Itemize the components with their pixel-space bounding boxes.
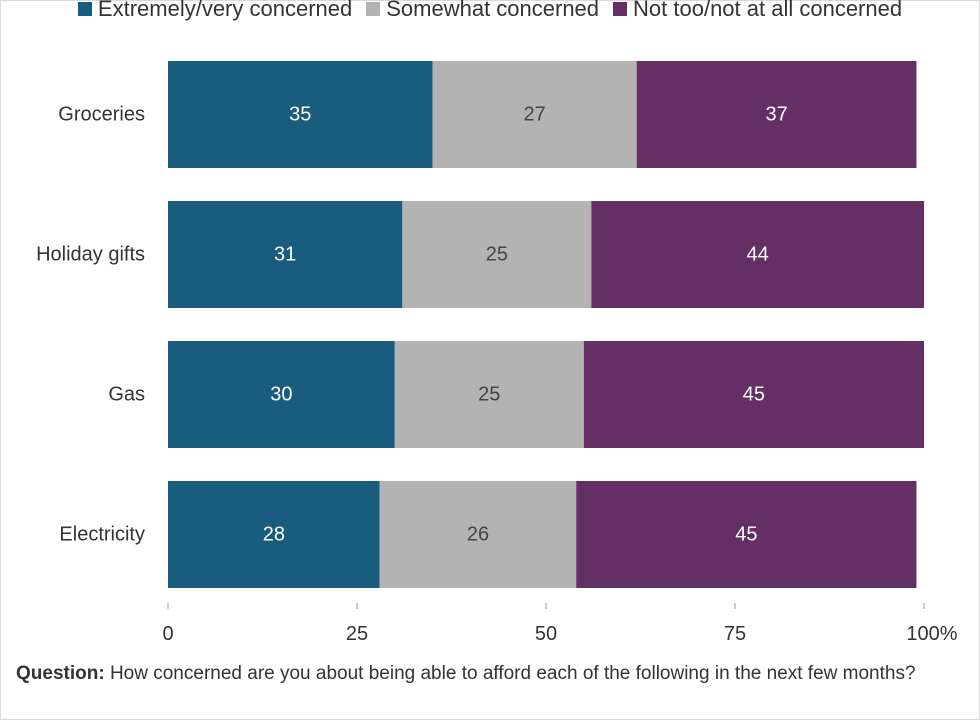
bar-gas-extremely-very-concerned: [168, 341, 395, 448]
x-tick-label: 25: [346, 623, 368, 645]
legend-swatch: [366, 2, 381, 16]
legend-swatch: [77, 2, 92, 16]
data-label: 44: [747, 244, 769, 266]
legend: Extremely/very concerned Somewhat concern…: [0, 0, 980, 24]
data-label: 30: [270, 384, 292, 406]
category-label-holiday-gifts: Holiday gifts: [36, 244, 145, 266]
category-label-groceries: Groceries: [58, 104, 145, 126]
legend-label: Extremely/very concerned: [97, 0, 353, 21]
bar-electricity-extremely-very-concerned: [168, 481, 380, 588]
category-label-gas: Gas: [108, 384, 145, 406]
footnote-label: Question:: [16, 663, 105, 684]
data-label: 25: [486, 244, 508, 266]
data-label: 27: [524, 104, 546, 126]
x-tick-label: 0: [162, 623, 173, 645]
data-label: 45: [735, 524, 757, 546]
data-label: 31: [274, 244, 296, 266]
legend-swatch: [613, 2, 628, 16]
bar-groceries-not-too-not-at-all-concerned: [636, 61, 917, 168]
data-label: 25: [478, 384, 500, 406]
bar-holiday-gifts-somewhat-concerned: [402, 201, 592, 308]
legend-item-extremely-very-concerned: Extremely/very concerned: [77, 0, 353, 22]
category-label-electricity: Electricity: [59, 524, 145, 546]
bar-holiday-gifts-not-too-not-at-all-concerned: [591, 201, 924, 308]
stacked-bar-chart: Groceries 35 27 37 Holiday gifts 31 25 44 Gas 30 2…: [36, 61, 958, 645]
bar-groceries-somewhat-concerned: [432, 61, 637, 168]
legend-label: Somewhat concerned: [386, 0, 600, 21]
legend-label: Not too/not at all concerned: [633, 0, 903, 21]
bar-electricity-somewhat-concerned: [379, 481, 577, 588]
footnote-text: How concerned are you about being able t…: [109, 663, 916, 684]
x-tick-label: 50: [535, 623, 557, 645]
data-label: 35: [289, 104, 311, 126]
bar-electricity-not-too-not-at-all-concerned: [576, 481, 917, 588]
bar-gas-somewhat-concerned: [394, 341, 584, 448]
data-label: 26: [467, 524, 489, 546]
data-label: 28: [263, 524, 285, 546]
bar-holiday-gifts-extremely-very-concerned: [168, 201, 403, 308]
legend-item-somewhat-concerned: Somewhat concerned: [366, 0, 599, 22]
x-tick-label: 75: [724, 623, 746, 645]
legend-item-not-too-not-at-all-concerned: Not too/not at all concerned: [613, 0, 902, 22]
data-label: 37: [765, 104, 787, 126]
bar-gas-not-too-not-at-all-concerned: [583, 341, 924, 448]
bar-groceries-extremely-very-concerned: [168, 61, 433, 168]
data-label: 45: [743, 384, 765, 406]
x-tick-label: 100%: [906, 623, 957, 645]
footnote: Question: How concerned are you about be…: [16, 662, 966, 685]
